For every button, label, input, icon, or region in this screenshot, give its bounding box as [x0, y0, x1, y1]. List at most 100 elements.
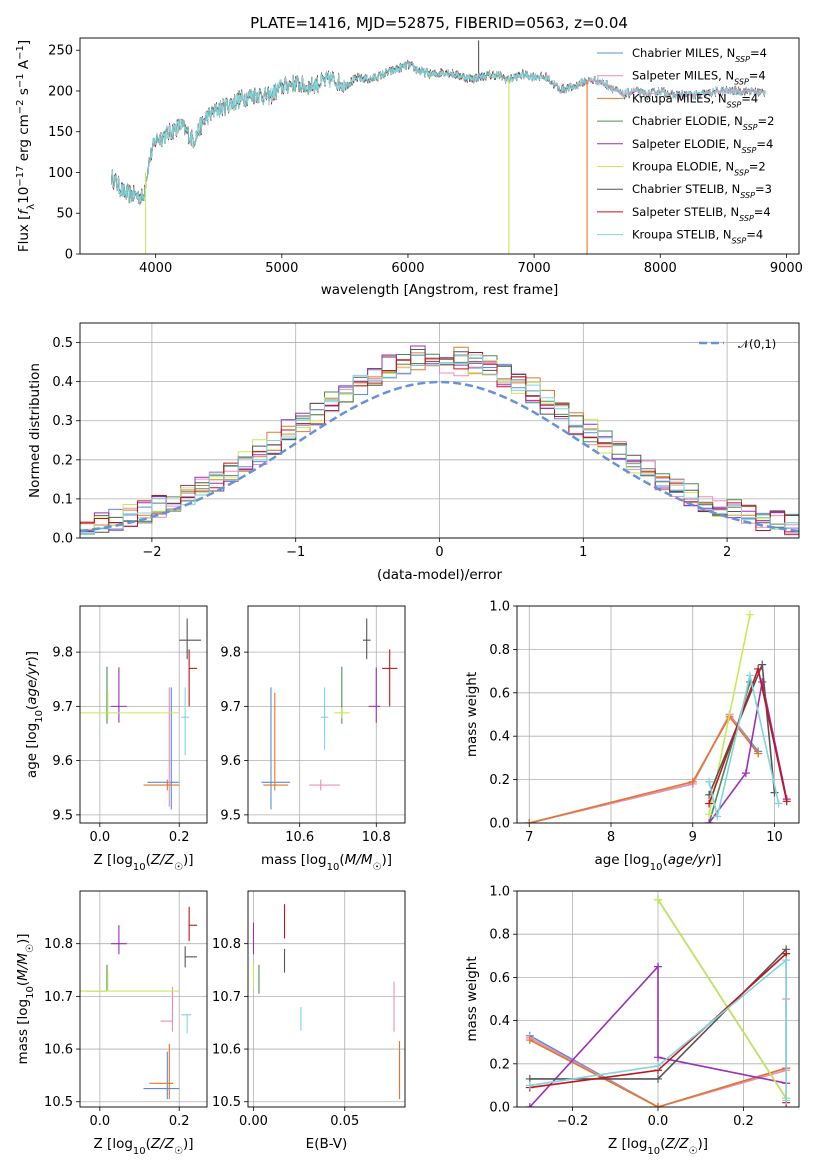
series-marker [654, 895, 662, 904]
y-tick-label: 0.8 [489, 643, 510, 658]
y-tick-label: 10.8 [44, 937, 73, 952]
legend-sub: SSP [734, 168, 749, 177]
y-tick-label: 0.1 [52, 492, 73, 507]
label-part: ( [660, 1136, 665, 1152]
label-part: M/M [345, 852, 373, 868]
axes-spectrum: 4000 5000 6000 7000 8000 9000 0 50 100 150 200 250 w… [15, 37, 803, 298]
y-tick-label: 0.8 [489, 928, 510, 943]
y-tick-label: 9.7 [220, 700, 241, 715]
legend-entry: Salpeter MILES, NSSP=4 [632, 69, 766, 87]
y-tick-label: 0.0 [489, 817, 510, 832]
label-part: ( [339, 852, 344, 868]
plot-area-massweight-vs-Z [525, 895, 791, 1107]
label-part: Normed distribution [27, 363, 43, 498]
legend-sub: SSP [727, 100, 742, 109]
y-tick-label: 250 [48, 44, 73, 59]
axes-frame [79, 605, 208, 824]
label-part: 10 [16, 187, 32, 204]
label-part: log [24, 723, 40, 744]
y-tick-label: 9.5 [220, 808, 241, 823]
legend-value: =4 [749, 69, 766, 83]
series-marker [525, 1103, 534, 1107]
label-part: ☉ [174, 1146, 183, 1157]
plot-area-massweight-vs-age [525, 610, 791, 823]
y-tick-label: 0.5 [52, 336, 73, 351]
series-marker [525, 819, 534, 823]
y-tick-label: 9.5 [52, 808, 73, 823]
series-marker [705, 810, 714, 819]
x-axis-label: E(B-V) [306, 1136, 348, 1152]
legend-name: Salpeter MILES, N [632, 69, 734, 83]
x-axis-label: (data-model)/error [377, 567, 503, 583]
y-tick-label: 0.4 [489, 730, 510, 745]
x-tick-label: −2 [142, 545, 161, 560]
y-tick-label: 0.6 [489, 971, 510, 986]
label-part: age/yr [24, 660, 40, 705]
label-part: −17 [15, 166, 26, 187]
plot-area-spectrum [111, 40, 766, 254]
x-tick-label: 0.0 [648, 1114, 669, 1129]
x-tick-label: 9000 [770, 261, 803, 276]
legend-name: Chabrier STELIB, N [632, 182, 740, 196]
axes-frame [516, 605, 800, 824]
label-part: age [ [594, 852, 629, 868]
label-part: Z [ [94, 1136, 113, 1152]
label-part: ] [16, 40, 32, 45]
series-marker [654, 1061, 662, 1070]
axes-frame [79, 890, 208, 1108]
label-part: age [ [24, 743, 40, 778]
series-marker [774, 799, 783, 808]
label-part: ( [146, 1136, 151, 1152]
y-tick-label: 0.2 [489, 773, 510, 788]
label-part: log [112, 1136, 133, 1152]
x-axis-label: age [log10(age/yr)] [594, 852, 721, 873]
label-part: log [627, 1136, 648, 1152]
y-tick-label: 9.6 [52, 754, 73, 769]
y-tick-label: 10.5 [44, 1095, 73, 1110]
legend-name: Kroupa ELODIE, N [632, 160, 734, 174]
legend-name: Chabrier MILES, N [632, 46, 735, 60]
axes-frame [247, 605, 406, 824]
y-tick-label: 9.8 [220, 646, 241, 661]
series-line [529, 715, 759, 823]
label-part: )] [697, 1136, 708, 1152]
series-marker [745, 671, 754, 680]
series-line [708, 614, 751, 815]
series-marker [758, 660, 767, 669]
legend-sub: SSP [742, 145, 757, 154]
series-marker [754, 664, 763, 673]
y-axis-label: mass weight [464, 672, 480, 757]
x-tick-label: 2 [723, 545, 731, 560]
label-part: log [629, 852, 650, 868]
label-part: )] [711, 852, 722, 868]
x-axis-label: Z [log10(Z/Z☉)] [94, 1136, 194, 1157]
y-tick-label: 0.0 [489, 1101, 510, 1116]
y-tick-label: 100 [48, 166, 73, 181]
y-axis-label: age [log10(age/yr)] [24, 651, 45, 778]
label-part: ☉ [174, 862, 183, 873]
y-tick-label: 10.6 [212, 1043, 241, 1058]
x-tick-label: 8 [607, 830, 615, 845]
label-part: −1 [15, 45, 26, 60]
label-part: 10 [647, 1146, 660, 1157]
legend-entry: Chabrier STELIB, NSSP=3 [632, 182, 772, 200]
label-part: λ [26, 204, 37, 210]
series-marker [654, 962, 662, 971]
label-part: 10 [133, 1146, 146, 1157]
y-tick-label: 0.4 [52, 375, 73, 390]
x-tick-label: −1 [286, 545, 305, 560]
plot-area-age-vs-Z [80, 618, 202, 810]
label-part: ☉ [25, 944, 36, 953]
y-tick-label: 50 [56, 207, 73, 222]
series-marker [754, 749, 763, 758]
label-part: −1 [15, 73, 26, 88]
legend-value: =4 [741, 91, 758, 105]
legend-value: =3 [755, 182, 772, 196]
label-part: Z [ [94, 852, 113, 868]
label-part: ( [146, 852, 151, 868]
x-tick-label: 0.0 [90, 830, 111, 845]
